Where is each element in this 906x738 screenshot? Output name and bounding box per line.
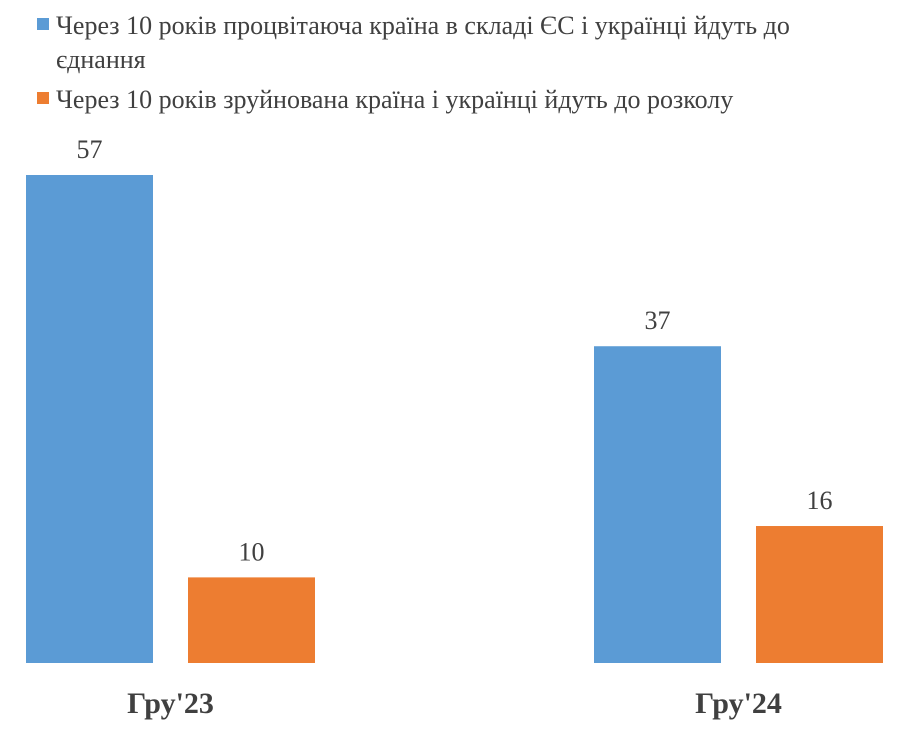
- bar-series1-2: [594, 346, 721, 663]
- data-label-series1-1: 57: [77, 135, 103, 164]
- legend-swatch-1: [37, 18, 49, 30]
- legend-label-2-line-1: Через 10 років зруйнована країна і украї…: [56, 85, 733, 114]
- bar-series1-1: [26, 175, 153, 663]
- category-label-1: Гру'23: [127, 687, 214, 720]
- bar-series2-2: [756, 526, 883, 663]
- bar-series2-1: [188, 577, 315, 663]
- legend-label-1-line-2: єднання: [56, 45, 146, 74]
- data-label-series1-2: 37: [645, 306, 671, 335]
- data-label-series2-1: 10: [239, 537, 265, 566]
- legend-swatch-2: [37, 92, 49, 104]
- category-label-2: Гру'24: [695, 687, 782, 720]
- data-label-series2-2: 16: [807, 486, 833, 515]
- legend-label-1-line-1: Через 10 років процвітаюча країна в скла…: [56, 11, 790, 40]
